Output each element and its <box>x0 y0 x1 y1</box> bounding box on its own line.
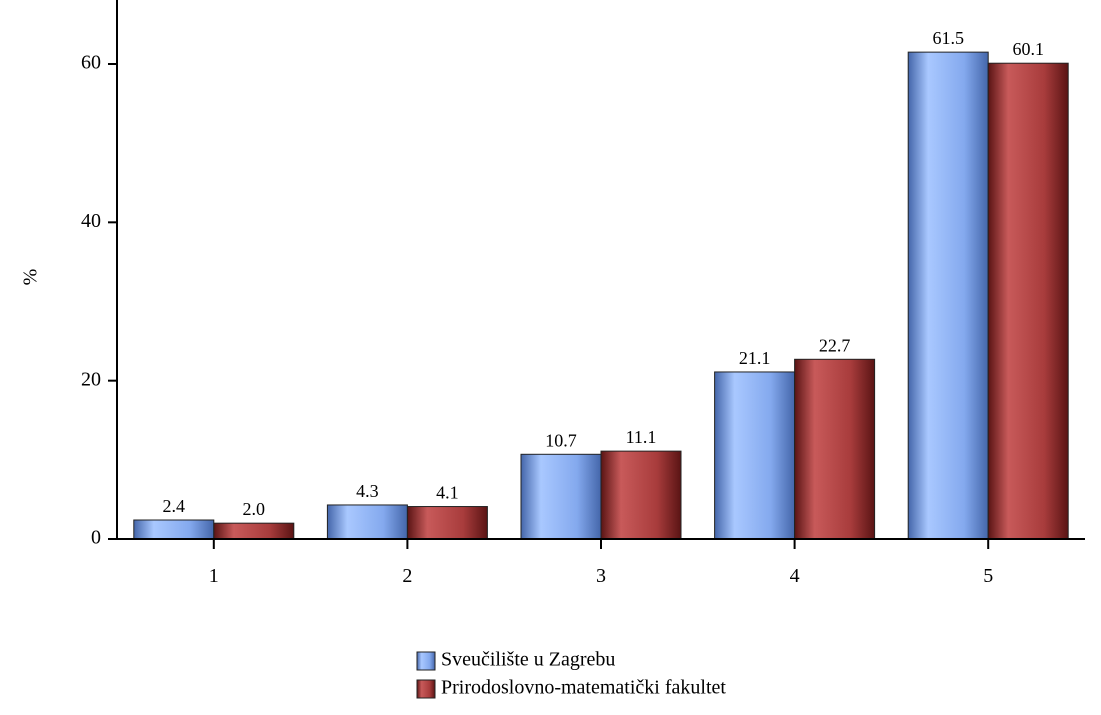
data-label: 2.0 <box>243 499 266 519</box>
y-axis-title: % <box>20 269 42 286</box>
data-label: 22.7 <box>819 335 851 355</box>
y-tick-label: 40 <box>81 210 101 232</box>
legend-label-series2: Prirodoslovno-matematički fakultet <box>441 677 726 699</box>
y-tick-label: 60 <box>81 52 101 74</box>
axes-layer: 0 20 40 60 1 2 3 4 5 <box>81 0 1085 587</box>
bar-series2-cat-4 <box>794 358 876 540</box>
y-tick-label: 0 <box>91 527 101 549</box>
x-tick-label: 2 <box>402 565 412 587</box>
data-label: 21.1 <box>739 348 771 368</box>
y-tick-label: 20 <box>81 368 101 390</box>
legend-swatch-series2 <box>416 679 436 699</box>
legend-swatch-series1 <box>416 651 436 671</box>
data-label: 4.3 <box>356 481 379 501</box>
bar-series1-cat-5 <box>907 51 989 540</box>
bar-series2-cat-5 <box>987 62 1069 540</box>
bar-series2-cat-3 <box>600 450 682 540</box>
x-tick-label: 5 <box>983 565 993 587</box>
bar-series1-cat-4 <box>714 371 796 540</box>
data-label: 11.1 <box>626 427 657 447</box>
legend-label-series1: Sveučilište u Zagrebu <box>441 649 615 671</box>
data-labels-layer: 2.4 2.0 4.3 4.1 10.7 11.1 21.1 22.7 61.5 60.1 <box>163 28 1044 519</box>
x-tick-label: 1 <box>209 565 219 587</box>
bar-series2-cat-1 <box>213 522 295 540</box>
bars-layer <box>133 51 1069 540</box>
legend: Sveučilište u Zagrebu Prirodoslovno-matem… <box>416 649 726 699</box>
data-label: 10.7 <box>545 430 577 450</box>
bar-series1-cat-1 <box>133 519 215 540</box>
data-label: 60.1 <box>1012 39 1044 59</box>
bar-series1-cat-3 <box>520 453 602 540</box>
data-label: 2.4 <box>163 496 186 516</box>
bar-series1-cat-2 <box>326 504 408 540</box>
data-label: 4.1 <box>436 483 459 503</box>
x-tick-label: 4 <box>790 565 800 587</box>
data-label: 61.5 <box>932 28 964 48</box>
x-tick-label: 3 <box>596 565 606 587</box>
bar-series2-cat-2 <box>406 506 488 540</box>
